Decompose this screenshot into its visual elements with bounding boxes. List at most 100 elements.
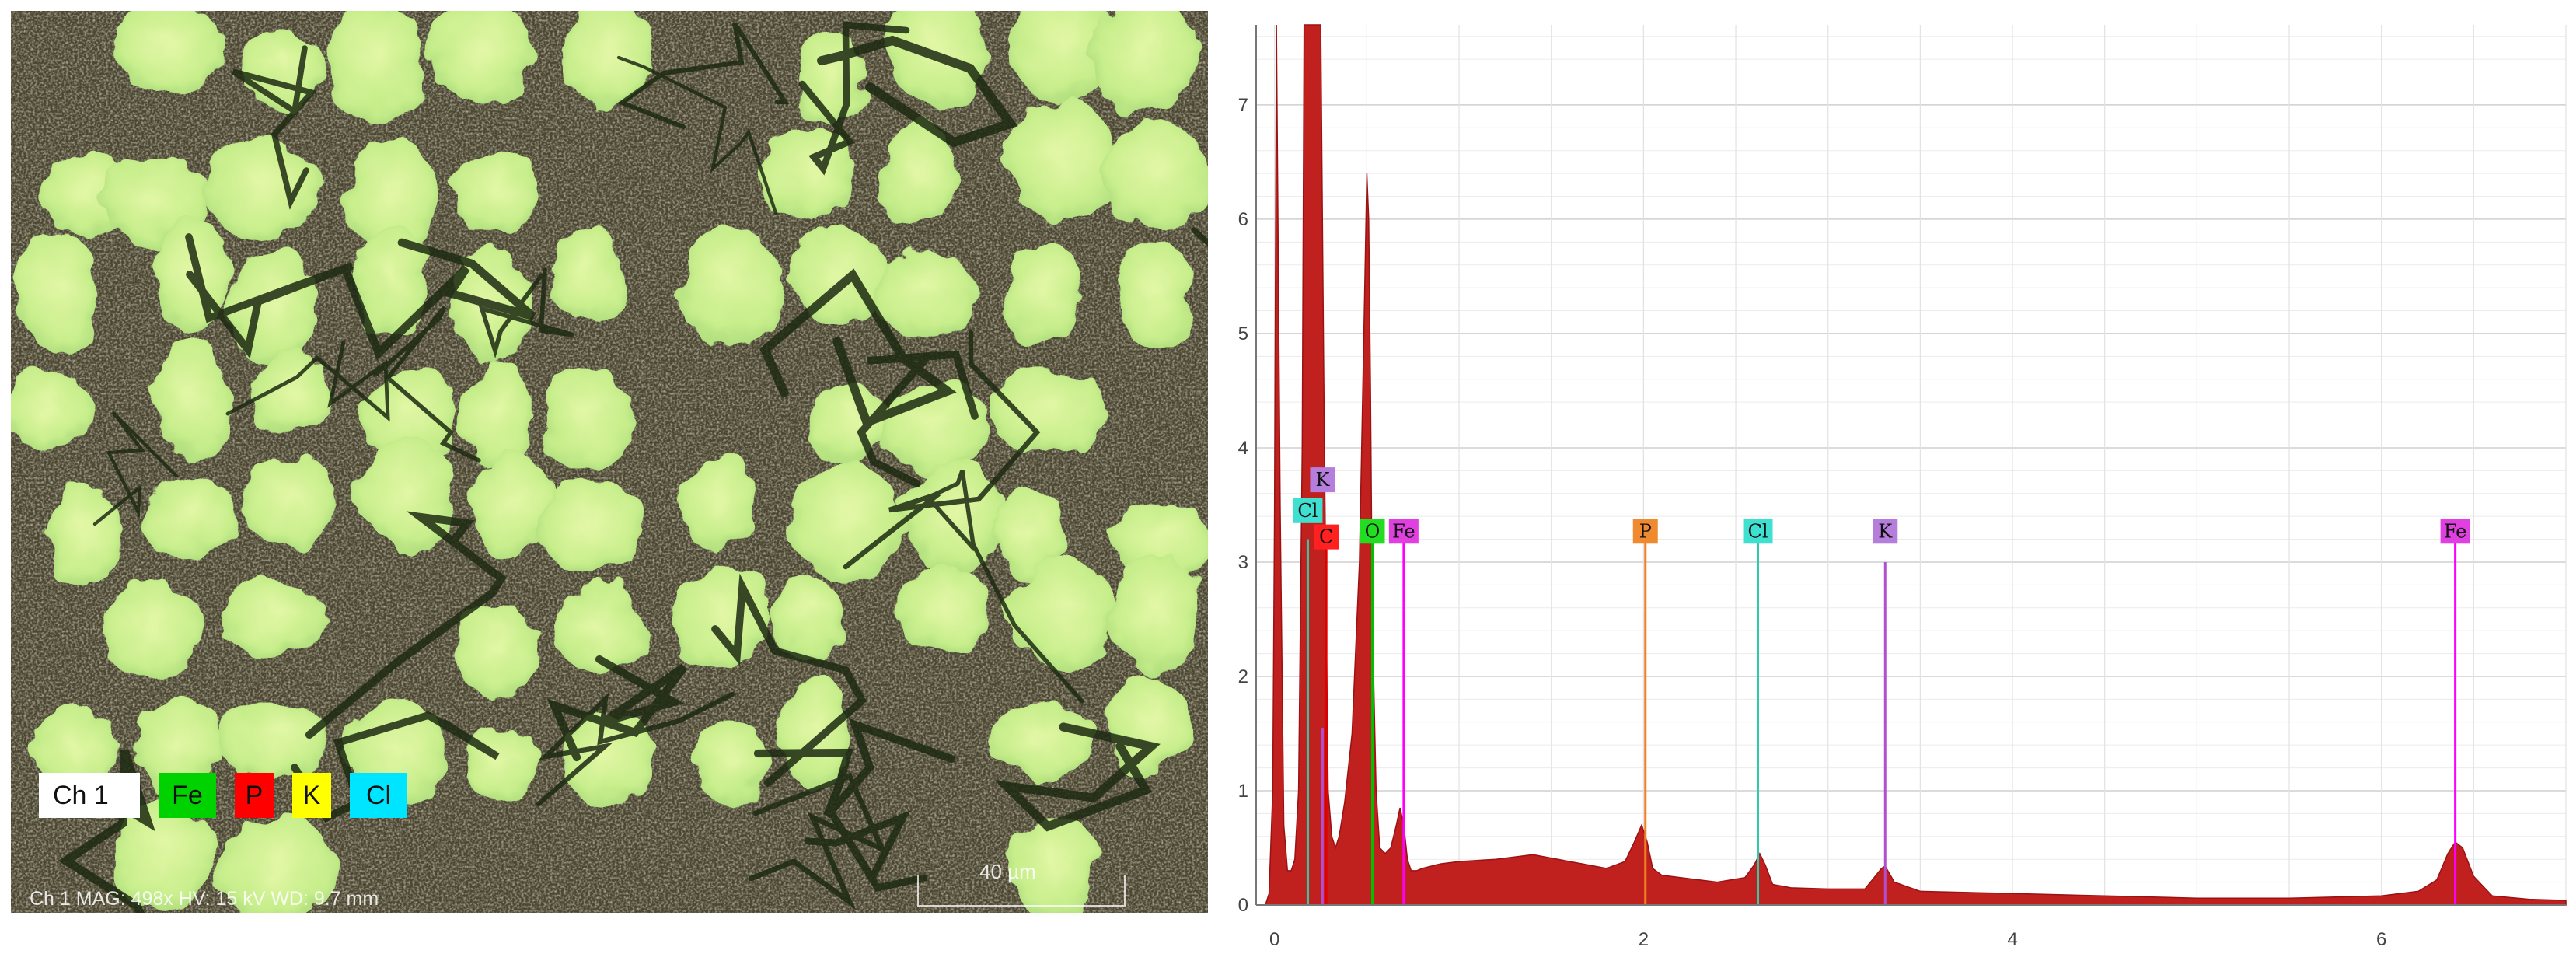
micrograph-grain <box>1105 674 1192 774</box>
micrograph-grain <box>1101 121 1208 226</box>
micrograph-crack <box>616 22 790 129</box>
micrograph-grain <box>1007 241 1082 345</box>
micrograph-crack <box>92 411 179 526</box>
y-tick-label: 2 <box>1238 666 1248 687</box>
element-label-k: K <box>1878 520 1893 542</box>
element-label-cl: Cl <box>1747 520 1768 542</box>
micrograph-grain <box>536 482 647 574</box>
element-label-box-p <box>1632 519 1658 544</box>
micrograph-grain <box>16 234 98 355</box>
element-label-box-cl <box>1293 498 1323 523</box>
micrograph-grain <box>347 136 438 255</box>
micrograph-crack <box>748 772 888 910</box>
micrograph-grain <box>879 124 958 225</box>
element-label-box-o <box>1360 519 1385 544</box>
micrograph-grain <box>989 366 1107 454</box>
acquisition-info: Ch 1 MAG: 498x HV: 15 kV WD: 9.7 mm <box>30 888 379 910</box>
micrograph-grain <box>1011 555 1117 672</box>
element-label-k: K <box>1315 469 1330 491</box>
micrograph-grain <box>203 138 319 238</box>
micrograph-grain <box>1112 553 1202 675</box>
micrograph-grain <box>1010 11 1115 102</box>
legend-item-fe: Fe <box>159 773 216 818</box>
micrograph-crack <box>804 805 928 893</box>
micrograph-grain <box>462 361 534 472</box>
micrograph-grain <box>242 457 338 547</box>
micrograph-grain <box>902 463 1004 571</box>
micrograph-grain <box>220 700 328 778</box>
element-label-box-fe <box>1388 519 1419 544</box>
y-tick-label: 4 <box>1238 438 1248 459</box>
micrograph-crack <box>291 711 500 823</box>
micrograph-crack <box>225 340 390 422</box>
y-tick-label: 0 <box>1238 895 1248 916</box>
micrograph-grain <box>110 11 222 93</box>
micrograph-grain <box>48 482 122 584</box>
micrograph-grain <box>218 578 326 657</box>
micrograph-crack <box>478 267 574 358</box>
micrograph-grain <box>554 586 645 673</box>
micrograph-image <box>11 11 1208 913</box>
micrograph-grain <box>566 11 651 111</box>
micrograph-grain <box>326 11 425 119</box>
micrograph-grain <box>113 795 215 910</box>
micrograph-crack <box>185 233 354 359</box>
micrograph-crack <box>817 35 1018 148</box>
element-label-box-k <box>1310 467 1335 493</box>
micrograph-grain <box>11 367 92 450</box>
micrograph-grain <box>552 221 623 321</box>
micrograph-crack <box>798 21 910 176</box>
micrograph-crack <box>711 573 867 787</box>
scale-bar <box>917 875 1126 907</box>
micrograph-grain <box>472 448 553 557</box>
scale-bar-label: 40 µm <box>979 860 1036 883</box>
micrograph-grain <box>681 455 756 554</box>
micrograph-grain <box>993 491 1065 579</box>
micrograph-crack <box>536 691 735 807</box>
micrograph-grain <box>790 461 906 578</box>
micrograph-grain <box>354 225 430 337</box>
element-label-p: P <box>1639 520 1652 542</box>
y-tick-label: 6 <box>1238 209 1248 230</box>
legend-item-p: P <box>235 773 274 818</box>
legend-item-k: K <box>292 773 331 818</box>
element-label-c: C <box>1319 526 1333 548</box>
micrograph-crack <box>546 655 688 762</box>
micrograph-grain <box>103 582 202 680</box>
x-tick-label: 4 <box>2007 929 2017 950</box>
x-tick-label: 2 <box>1639 929 1649 950</box>
micrograph-crack <box>341 238 536 361</box>
y-tick-label: 5 <box>1238 323 1248 344</box>
micrograph-grain <box>897 563 991 655</box>
element-label-box-c <box>1314 524 1339 550</box>
micrograph-grain <box>787 229 889 327</box>
micrograph-crack <box>58 749 155 913</box>
spectrum-svg: 1 2 3 4 5 6 7 00 2 4 6 Cl K C O Fe P Cl K Fe <box>1238 24 2567 950</box>
element-label-box-cl <box>1743 519 1773 544</box>
micrograph-grain <box>772 575 848 654</box>
micrograph-grain <box>807 383 889 464</box>
element-legend: Ch 1 Fe P K Cl <box>39 773 407 818</box>
micrograph-crack <box>231 45 317 210</box>
micrograph-grain <box>875 245 976 341</box>
micrograph-crack <box>857 350 979 487</box>
micrograph-grain <box>1090 11 1199 112</box>
legend-item-cl: Cl <box>350 773 407 818</box>
micrograph-grain <box>219 814 336 913</box>
micrograph-grain <box>358 439 456 555</box>
micrograph-grain <box>1011 814 1094 913</box>
micrograph-grain <box>430 11 536 106</box>
micrograph-crack <box>305 511 507 739</box>
element-label-o: O <box>1365 520 1380 542</box>
micrograph-grain <box>989 704 1091 778</box>
x-tick-label: 0 <box>1269 929 1279 950</box>
micrograph-grain <box>132 698 226 796</box>
micrograph-grain <box>251 351 335 436</box>
micrograph-grain <box>1004 101 1122 223</box>
element-label-cl: Cl <box>1297 500 1318 522</box>
element-label-box-k <box>1873 519 1898 544</box>
element-label-fe: Fe <box>1392 520 1415 542</box>
micrograph-grain <box>450 152 545 236</box>
